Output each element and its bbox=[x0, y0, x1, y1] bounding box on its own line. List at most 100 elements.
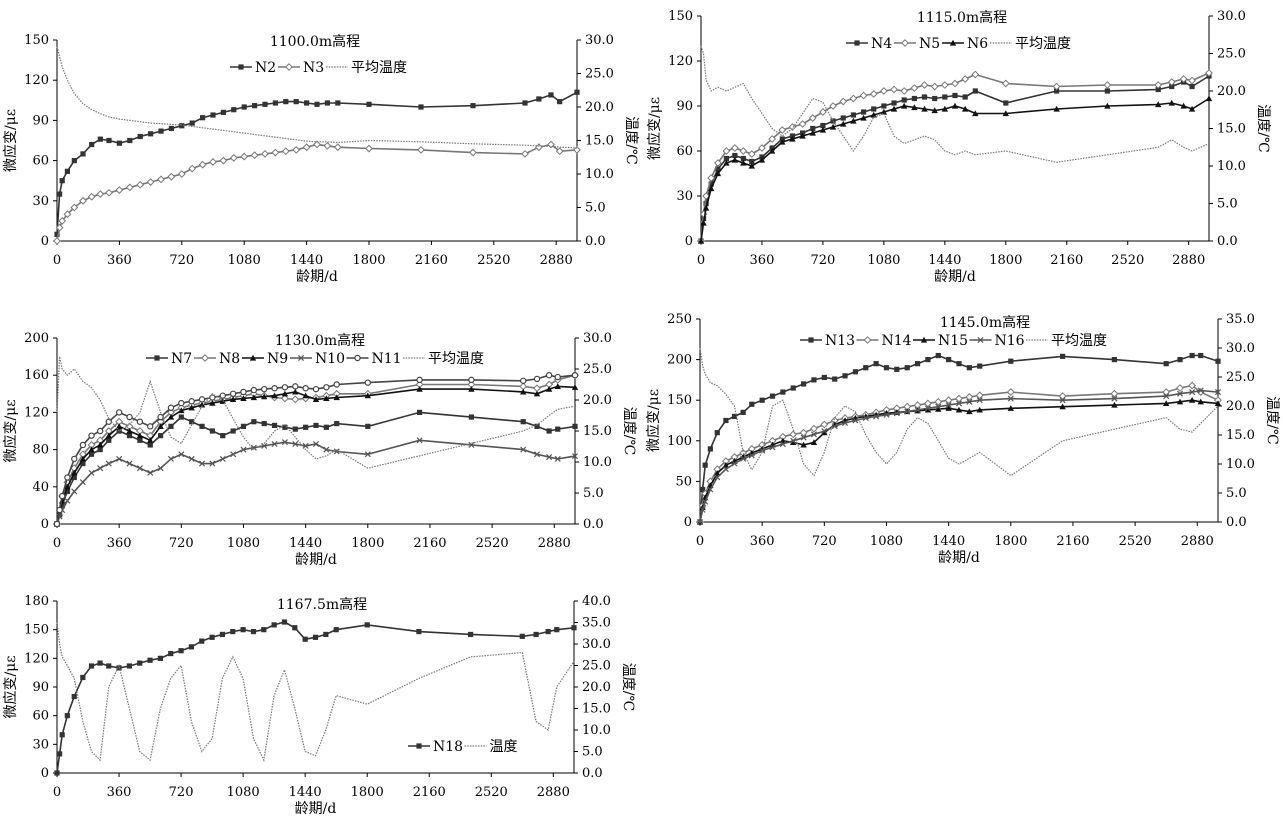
data-point bbox=[1104, 102, 1111, 109]
legend-label: N15 bbox=[938, 333, 968, 349]
data-point bbox=[178, 399, 185, 407]
data-point bbox=[147, 437, 154, 443]
data-point bbox=[821, 374, 827, 381]
data-point bbox=[168, 125, 174, 132]
data-point bbox=[188, 644, 195, 650]
y2-tick-label: 25.0 bbox=[1226, 370, 1255, 385]
data-point bbox=[955, 400, 963, 407]
y2-tick-label: 20.0 bbox=[1226, 399, 1255, 414]
data-point bbox=[302, 143, 311, 152]
y-tick-label: 90 bbox=[676, 99, 693, 114]
y2-tick-label: 35.0 bbox=[582, 616, 611, 631]
data-point bbox=[56, 506, 63, 514]
data-point bbox=[748, 452, 755, 459]
data-point bbox=[574, 89, 580, 95]
data-point bbox=[810, 125, 816, 132]
data-point bbox=[789, 430, 798, 439]
data-point bbox=[808, 114, 817, 122]
chart-panel-3: 0 360 720 1080 1440 1800 2160 2520 2880 0 40 80 120 1… bbox=[2, 331, 637, 568]
data-point bbox=[199, 638, 205, 644]
series-N13 bbox=[697, 352, 1221, 525]
data-point bbox=[714, 474, 721, 481]
y-tick-label: 120 bbox=[24, 73, 49, 88]
y2-axis-label: 温度/℃ bbox=[620, 663, 636, 711]
data-point bbox=[1163, 393, 1170, 400]
x-axis-label: 龄期/d bbox=[934, 269, 976, 285]
data-point bbox=[891, 100, 897, 106]
data-point bbox=[231, 107, 237, 113]
data-point bbox=[251, 419, 257, 425]
legend-item: 平均温度 bbox=[1026, 333, 1107, 349]
data-point bbox=[975, 391, 984, 400]
data-point bbox=[240, 446, 247, 453]
legend-item: N3 bbox=[278, 60, 324, 76]
data-point bbox=[126, 433, 133, 439]
data-point bbox=[723, 159, 730, 166]
data-point bbox=[1163, 361, 1169, 367]
legend-marker bbox=[949, 39, 957, 46]
data-point bbox=[696, 518, 704, 526]
chart-title: 1145.0m高程 bbox=[940, 314, 1030, 331]
legend-item: N18 bbox=[408, 739, 463, 755]
data-point bbox=[210, 112, 216, 118]
data-point bbox=[271, 440, 278, 448]
data-point bbox=[157, 465, 164, 472]
data-point bbox=[136, 465, 143, 472]
x-tick-label: 2520 bbox=[1111, 253, 1144, 268]
data-point bbox=[323, 384, 330, 391]
data-point bbox=[924, 399, 932, 408]
data-point bbox=[261, 385, 268, 393]
legend-label: N4 bbox=[871, 36, 892, 52]
data-point bbox=[79, 196, 87, 205]
data-point bbox=[292, 625, 298, 631]
data-point bbox=[1177, 357, 1183, 363]
data-point bbox=[924, 406, 932, 413]
data-point bbox=[1189, 83, 1195, 90]
data-point bbox=[157, 655, 163, 661]
series-温度 bbox=[56, 622, 575, 763]
y2-tick-label: 25.0 bbox=[583, 362, 612, 377]
data-point bbox=[924, 405, 931, 412]
data-point bbox=[914, 406, 921, 413]
data-point bbox=[1052, 82, 1061, 91]
data-point bbox=[800, 434, 807, 441]
x-tick-label: 2160 bbox=[1050, 253, 1083, 268]
data-point bbox=[758, 144, 766, 152]
data-point bbox=[732, 152, 738, 159]
x-tick-label: 720 bbox=[812, 534, 837, 549]
series-line bbox=[700, 45, 1210, 163]
data-point bbox=[890, 85, 898, 94]
data-point bbox=[313, 422, 319, 429]
x-tick-label: 1080 bbox=[227, 785, 260, 800]
data-point bbox=[961, 75, 970, 83]
data-point bbox=[940, 81, 949, 89]
data-point bbox=[240, 388, 247, 396]
data-point bbox=[810, 424, 818, 433]
data-point bbox=[731, 413, 738, 420]
data-point bbox=[714, 170, 722, 177]
x-tick-label: 720 bbox=[169, 253, 194, 268]
data-point bbox=[779, 138, 786, 145]
data-point bbox=[240, 423, 247, 429]
data-point bbox=[809, 129, 816, 136]
data-point bbox=[312, 385, 320, 393]
data-point bbox=[790, 437, 797, 444]
data-point bbox=[731, 460, 738, 467]
legend-marker bbox=[416, 743, 422, 749]
data-point bbox=[64, 488, 70, 495]
data-point bbox=[883, 365, 890, 371]
data-point bbox=[64, 168, 70, 174]
data-point bbox=[955, 394, 963, 403]
y2-axis-label: 温度/℃ bbox=[621, 407, 637, 455]
x-tick-label: 2160 bbox=[415, 253, 448, 268]
x-tick-label: 1440 bbox=[932, 534, 965, 549]
y-axis-label: 微应变/με bbox=[646, 97, 663, 160]
legend-label: N18 bbox=[433, 739, 463, 755]
legend-item: 温度 bbox=[464, 739, 518, 755]
data-point bbox=[1179, 75, 1188, 83]
data-point bbox=[312, 440, 320, 448]
legend-label: 平均温度 bbox=[351, 60, 407, 76]
data-point bbox=[188, 404, 195, 411]
data-point bbox=[1198, 352, 1204, 359]
data-point bbox=[533, 384, 541, 393]
